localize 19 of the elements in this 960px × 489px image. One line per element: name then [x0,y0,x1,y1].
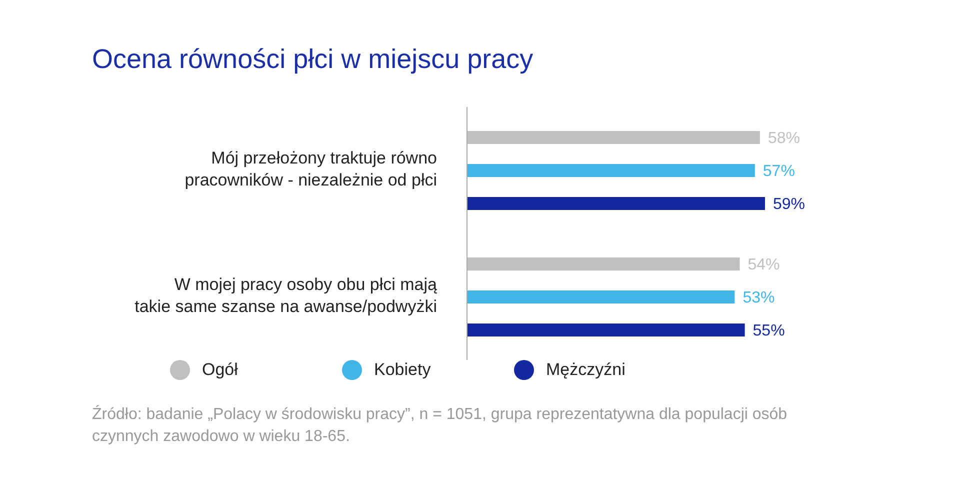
bar [467,324,745,336]
data-label: 54% [748,256,780,274]
y-tick-label: Mój przełożony traktuje równo pracowników - niezależnie od płci [184,148,437,190]
bar [467,290,735,304]
text: Źródło: badanie „Polacy w środowisku pracy”, n = 1051, grupa reprezentatywna dla populacji osób czynnych zawodowo w wieku 18-65. [92,404,788,447]
bar [467,164,755,177]
bar [467,258,740,270]
bar [467,197,765,210]
data-label: 57% [762,163,795,180]
chart-title: Ocena równości płci w miejscu pracy [92,44,534,75]
legend-label: Ogół [202,360,238,380]
data-label: 55% [752,322,785,340]
legend-label: Mężczyźni [546,360,626,380]
data-label: 53% [742,290,775,307]
data-label: 59% [773,196,806,214]
data-label: 58% [768,130,800,148]
legend-label: Kobiety [374,360,431,380]
bar [467,131,760,144]
y-tick-label: W mojej pracy osoby obu płci mają takie same szanse na awanse/podwyżki [134,275,438,316]
